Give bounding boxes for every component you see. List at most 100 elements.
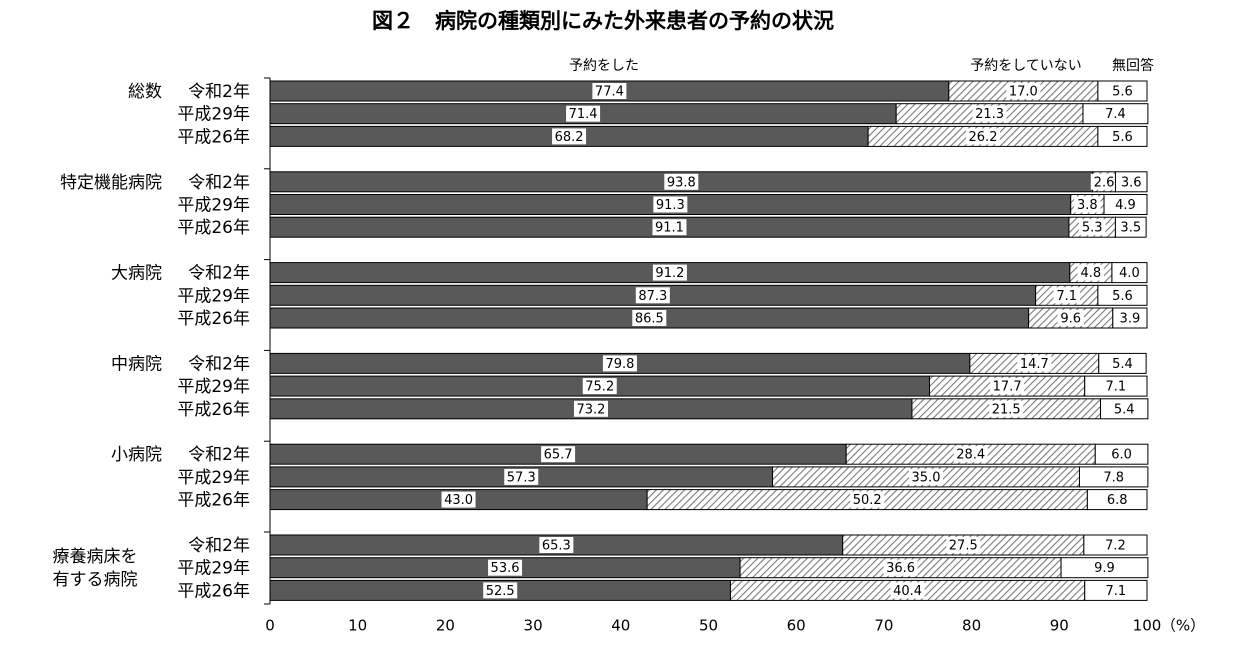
- x-tick-label: 80: [962, 617, 981, 635]
- value-label: 71.4: [569, 107, 598, 122]
- value-label: 27.5: [949, 539, 978, 554]
- value-label: 14.7: [1020, 357, 1049, 372]
- value-label-box: [1057, 310, 1084, 326]
- bar-segment: [1100, 398, 1149, 420]
- value-label: 26.2: [969, 130, 998, 145]
- category-label: 令和2年: [188, 536, 250, 556]
- x-tick-label: 50: [699, 617, 718, 635]
- value-label-box: [1077, 264, 1105, 281]
- value-label-box: [1078, 219, 1106, 236]
- value-label-box: [652, 264, 687, 281]
- bar-segment: [1097, 284, 1148, 306]
- legend-label: 無回答: [1112, 57, 1154, 74]
- bar-segment: [1112, 307, 1148, 329]
- bar-segment: [1114, 216, 1147, 238]
- value-label-box: [488, 559, 523, 576]
- value-label-box: [989, 400, 1024, 417]
- value-label: 4.0: [1119, 266, 1140, 281]
- category-label: 平成26年: [177, 309, 250, 329]
- legend-label: 予約をしていない: [970, 58, 1082, 74]
- value-label: 7.4: [1105, 107, 1126, 122]
- value-label-box: [972, 105, 1007, 122]
- bar-segment: [1094, 443, 1149, 465]
- value-label: 7.2: [1105, 539, 1126, 554]
- value-label: 65.7: [544, 448, 573, 463]
- value-label: 21.3: [975, 107, 1004, 122]
- group-label: 大病院: [111, 264, 162, 284]
- value-label-box: [635, 287, 670, 304]
- value-label: 91.3: [656, 198, 685, 213]
- value-label: 40.4: [893, 584, 922, 599]
- category-label: 平成26年: [177, 400, 250, 420]
- category-label: 平成26年: [177, 581, 250, 601]
- value-label-box: [592, 83, 627, 99]
- category-label: 平成29年: [177, 468, 250, 488]
- category-label: 平成29年: [177, 105, 250, 125]
- value-label-box: [664, 173, 699, 190]
- value-label: 3.9: [1120, 312, 1141, 327]
- value-label: 65.3: [542, 539, 571, 554]
- value-label-box: [1053, 287, 1081, 304]
- category-label: 令和2年: [188, 445, 250, 465]
- group-label: 小病院: [111, 445, 162, 465]
- value-label: 9.6: [1060, 312, 1081, 327]
- value-label-box: [1017, 355, 1052, 372]
- value-label: 2.6: [1094, 175, 1115, 190]
- category-label: 平成29年: [177, 286, 250, 306]
- value-label: 75.2: [585, 380, 614, 395]
- value-label: 6.0: [1111, 448, 1132, 463]
- value-label: 73.2: [577, 402, 606, 417]
- value-label: 7.1: [1056, 289, 1077, 304]
- category-label: 令和2年: [188, 354, 250, 374]
- value-label: 5.6: [1112, 85, 1133, 100]
- value-label: 3.5: [1120, 221, 1141, 236]
- value-label: 36.6: [886, 561, 915, 576]
- value-label-box: [990, 378, 1025, 395]
- value-label-box: [946, 537, 981, 553]
- value-label: 93.8: [667, 175, 696, 190]
- value-label: 5.4: [1112, 357, 1133, 372]
- x-tick-label: 30: [524, 617, 543, 635]
- value-label: 43.0: [444, 493, 473, 508]
- bar-segment: [1103, 194, 1148, 215]
- x-tick-label: 10: [348, 617, 367, 635]
- x-tick-label: 70: [874, 617, 893, 635]
- value-label: 7.1: [1106, 380, 1127, 395]
- chart-title: 図２ 病院の種類別にみた外来患者の予約の状況: [372, 9, 834, 33]
- bar-segment: [1086, 489, 1148, 511]
- category-label: 平成26年: [177, 218, 250, 238]
- value-label-box: [504, 468, 539, 485]
- x-tick-label: 60: [787, 617, 806, 635]
- value-label: 57.3: [507, 470, 536, 485]
- value-label: 53.6: [491, 561, 520, 576]
- value-label-box: [890, 582, 925, 599]
- value-label: 5.4: [1114, 402, 1135, 417]
- value-label: 52.5: [486, 584, 515, 599]
- bar-segment: [1084, 375, 1148, 397]
- value-label: 50.2: [853, 493, 882, 508]
- value-label: 6.8: [1107, 493, 1128, 508]
- value-label-box: [653, 196, 688, 213]
- bar-segment: [1060, 557, 1149, 579]
- value-label: 7.8: [1103, 470, 1124, 485]
- value-label: 17.0: [1009, 85, 1038, 100]
- value-label: 77.4: [595, 85, 624, 100]
- category-label: 平成29年: [177, 196, 250, 216]
- value-label-box: [582, 378, 617, 395]
- value-label-box: [573, 400, 608, 417]
- value-label-box: [883, 559, 918, 576]
- value-label: 35.0: [912, 470, 941, 485]
- value-label-box: [566, 105, 601, 122]
- value-label: 91.1: [655, 221, 684, 236]
- category-label: 令和2年: [188, 173, 250, 193]
- value-label-box: [1074, 196, 1101, 213]
- x-tick-label: 100: [1133, 617, 1162, 635]
- value-label-box: [1090, 173, 1118, 190]
- value-label: 87.3: [638, 289, 667, 304]
- value-label: 91.2: [655, 266, 684, 281]
- x-tick-label: 40: [611, 617, 630, 635]
- bar-segment: [1082, 103, 1149, 125]
- bar-segment: [1078, 466, 1149, 488]
